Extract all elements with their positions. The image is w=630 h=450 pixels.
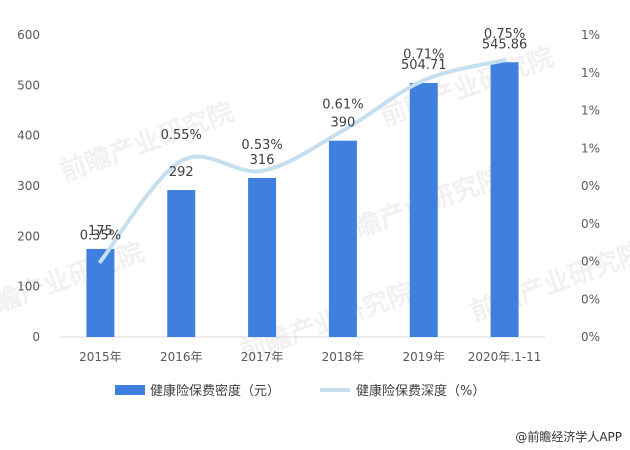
x-axis: 2015年 2016年 2017年 2018年 2019年 2020年.1-11 xyxy=(79,350,541,364)
legend-line-label: 健康险保费深度（%） xyxy=(356,383,485,399)
line-data-labels: 0.35% 0.55% 0.53% 0.61% 0.71% 0.75% xyxy=(80,27,525,243)
bar xyxy=(86,248,115,337)
right-axis: 0% 0% 0% 0% 0% 1% 1% 1% 1% xyxy=(581,28,600,344)
depth-line xyxy=(98,58,507,264)
left-tick-label: 500 xyxy=(17,78,40,92)
x-tick-label: 2019年 xyxy=(402,350,445,364)
left-tick-label: 200 xyxy=(17,229,40,243)
line-value-label: 0.61% xyxy=(322,98,363,113)
bar-value-label: 175 xyxy=(88,224,113,239)
line-value-label: 0.75% xyxy=(484,27,525,42)
right-tick-label: 0% xyxy=(581,330,600,344)
left-tick-label: 600 xyxy=(17,28,40,42)
line-value-label: 0.71% xyxy=(403,47,444,62)
bar-value-label: 545.86 xyxy=(482,37,528,52)
right-tick-label: 0% xyxy=(581,179,600,193)
bar-value-label: 292 xyxy=(169,165,194,180)
left-tick-label: 300 xyxy=(17,179,40,193)
right-tick-label: 1% xyxy=(581,66,600,80)
left-tick-label: 400 xyxy=(17,129,40,143)
legend-bar-label: 健康险保费密度（元） xyxy=(150,383,280,399)
bar xyxy=(167,190,196,337)
bar xyxy=(328,140,357,337)
bar xyxy=(248,177,277,337)
bar-value-label: 316 xyxy=(250,153,275,168)
line-value-label: 0.35% xyxy=(80,229,121,244)
legend-bar-swatch xyxy=(115,385,145,395)
left-tick-label: 0 xyxy=(32,330,40,344)
right-tick-label: 0% xyxy=(581,292,600,306)
x-tick-label: 2016年 xyxy=(160,350,203,364)
right-tick-label: 1% xyxy=(581,104,600,118)
right-tick-label: 0% xyxy=(581,217,600,231)
bar-value-label: 390 xyxy=(331,116,356,131)
bar-data-labels: 175 292 316 390 504.71 545.86 xyxy=(88,37,527,239)
bar xyxy=(409,82,438,337)
watermark-text: 前瞻产业研究院 xyxy=(56,96,238,187)
x-tick-label: 2015年 xyxy=(79,350,122,364)
right-tick-label: 0% xyxy=(581,255,600,269)
right-tick-label: 1% xyxy=(581,141,600,155)
legend: 健康险保费密度（元） 健康险保费深度（%） xyxy=(115,383,485,399)
x-tick-label: 2018年 xyxy=(322,350,365,364)
line-value-label: 0.55% xyxy=(161,128,202,143)
bar-value-label: 504.71 xyxy=(401,58,447,73)
line-value-label: 0.53% xyxy=(241,138,282,153)
right-tick-label: 1% xyxy=(581,28,600,42)
left-axis: 0 100 200 300 400 500 600 xyxy=(17,28,40,344)
x-tick-label: 2020年.1-11 xyxy=(468,350,542,364)
bar xyxy=(490,62,519,338)
bar-series xyxy=(86,62,519,338)
source-credit: @前瞻经济学人APP xyxy=(515,429,622,444)
left-tick-label: 100 xyxy=(17,280,40,294)
x-tick-label: 2017年 xyxy=(241,350,284,364)
